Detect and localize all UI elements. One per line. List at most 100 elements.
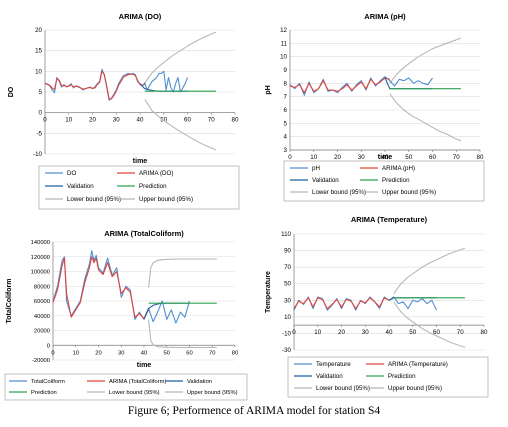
legend-label-prediction: Prediction (139, 183, 167, 190)
y-tick-label: 20 (35, 27, 42, 34)
y-tick-label: -20000 (32, 358, 50, 364)
x-tick-label: 30 (358, 154, 365, 161)
series-line-arima-do (44, 70, 146, 100)
y-tick-label: 3 (284, 147, 288, 154)
x-tick-label: 80 (232, 350, 238, 356)
legend-label-lower-bound-95: Lower bound (95%) (316, 385, 370, 392)
x-tick-label: 50 (405, 154, 412, 161)
y-tick-label: 0 (39, 110, 43, 117)
series-line-arima-temperature (293, 297, 395, 310)
legend-label-ph: pH (312, 165, 320, 172)
x-tick-label: 80 (481, 329, 488, 336)
x-tick-label: 60 (433, 329, 440, 336)
y-axis-label: TotalColiform (6, 279, 13, 324)
legend-label-validation: Validation (187, 379, 212, 385)
x-tick-label: 70 (453, 154, 460, 161)
x-tick-label: 0 (51, 350, 54, 356)
y-tick-label: 4 (284, 134, 288, 141)
x-tick-label: 80 (232, 117, 239, 124)
y-tick-label: 50 (284, 281, 291, 288)
y-tick-label: -5 (36, 130, 42, 137)
x-tick-label: 40 (386, 329, 393, 336)
series-line-ph (289, 76, 433, 96)
legend-box (287, 356, 489, 398)
legend-label-upper-bound-95: Upper bound (95%) (139, 196, 193, 203)
y-tick-label: 80000 (34, 284, 50, 290)
x-tick-label: 50 (409, 329, 416, 336)
x-tick-label: 70 (457, 329, 464, 336)
y-tick-label: 60000 (34, 299, 50, 305)
x-tick-label: 20 (95, 350, 101, 356)
y-tick-label: 10 (284, 314, 291, 321)
y-tick-label: 140000 (31, 240, 50, 246)
legend-label-upper-bound-95: Upper bound (95%) (187, 390, 238, 396)
x-tick-label: 80 (477, 154, 484, 161)
y-axis-label: DO (8, 86, 15, 97)
legend-label-lower-bound-95: Lower bound (95%) (312, 189, 366, 196)
series-line-totalcoliform (52, 250, 191, 324)
legend-label-validation: Validation (312, 177, 339, 184)
y-tick-label: 0 (47, 343, 50, 349)
chart-panel-totalcoliform: ARIMA (TotalColiform) -20000 0 20000 40000 60… (3, 226, 251, 404)
legend-label-totalcoliform: TotalColiform (31, 379, 65, 385)
x-axis-label: time (137, 362, 152, 369)
legend-label-validation: Validation (67, 183, 94, 190)
x-tick-label: 20 (334, 154, 341, 161)
y-tick-label: 110 (281, 231, 291, 238)
x-tick-label: 30 (113, 117, 120, 124)
series-line-arima-totalcoliform (52, 256, 150, 320)
x-tick-label: 0 (292, 329, 296, 336)
chart-panel-temperature: ARIMA (Temperature) -30 -10 10 30 50 70 90 110 0 1… (262, 212, 504, 404)
x-tick-label: 0 (288, 154, 292, 161)
y-axis-label: pH (265, 85, 272, 94)
y-tick-label: 5 (39, 89, 43, 96)
legend-box (4, 373, 248, 401)
series-line-lower-bound-95 (144, 99, 217, 151)
series-line-do (44, 68, 189, 101)
legend-label-lower-bound-95: Lower bound (95%) (67, 196, 121, 203)
x-tick-label: 70 (209, 350, 215, 356)
x-tick-label: 20 (338, 329, 345, 336)
x-tick-label: 70 (208, 117, 215, 124)
legend-label-arima-totalcoliform: ARIMA (TotalColiform) (109, 379, 166, 385)
x-axis-label: time (378, 154, 393, 161)
y-tick-label: 120000 (31, 255, 50, 261)
y-tick-label: 5 (284, 120, 288, 127)
y-tick-label: 40000 (34, 314, 50, 320)
x-tick-label: 60 (186, 350, 192, 356)
x-tick-label: 40 (137, 117, 144, 124)
y-tick-label: 11 (281, 40, 288, 47)
legend-label-do: DO (67, 170, 76, 177)
x-tick-label: 30 (118, 350, 124, 356)
series-line-temperature (293, 296, 437, 311)
legend-label-arima-ph: ARIMA (pH) (382, 165, 415, 172)
legend-label-lower-bound-95: Lower bound (95%) (109, 390, 160, 396)
x-tick-label: 10 (73, 350, 79, 356)
y-tick-label: -10 (282, 330, 292, 337)
x-tick-label: 20 (89, 117, 96, 124)
x-axis-label: time (133, 158, 148, 165)
y-tick-label: 70 (284, 264, 291, 271)
legend-label-arima-do: ARIMA (DO) (139, 170, 173, 177)
series-line-upper-bound-95 (148, 258, 217, 288)
legend-label-upper-bound-95: Upper bound (95%) (388, 385, 442, 392)
y-tick-label: 10 (35, 68, 42, 75)
series-line-arima-ph (289, 77, 390, 94)
y-tick-label: -30 (282, 347, 292, 354)
x-tick-label: 10 (310, 154, 317, 161)
y-tick-label: 90 (284, 248, 291, 255)
series-line-lower-bound-95 (148, 319, 217, 349)
series-line-upper-bound-95 (393, 247, 466, 295)
y-tick-label: 15 (35, 48, 42, 55)
y-axis-label: Temperature (265, 271, 272, 313)
x-tick-label: 40 (141, 350, 147, 356)
series-line-upper-bound-95 (144, 31, 217, 84)
y-tick-label: 12 (280, 27, 287, 34)
y-tick-label: 8 (284, 80, 288, 87)
y-tick-label: 10 (280, 54, 287, 61)
x-tick-label: 40 (382, 154, 389, 161)
chart-ph: ARIMA (pH) 3 4 5 6 7 8 9 10 11 12 0 10 20 30 40 50 60 70 80… (265, 12, 485, 202)
legend-label-prediction: Prediction (388, 373, 416, 380)
legend-label-prediction: Prediction (31, 390, 57, 396)
legend-label-validation: Validation (316, 373, 343, 380)
